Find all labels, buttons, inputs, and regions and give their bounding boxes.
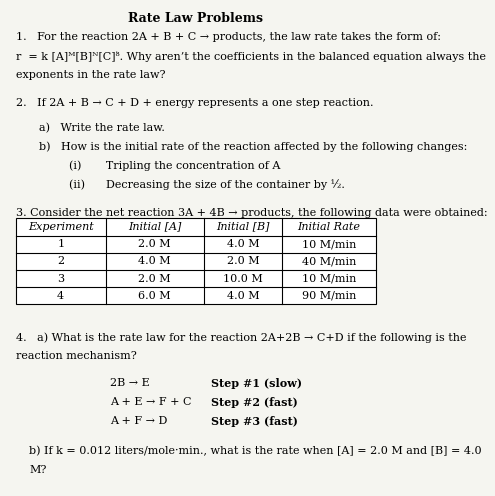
Text: 4.0 M: 4.0 M	[139, 256, 171, 266]
Text: (i)       Tripling the concentration of A: (i) Tripling the concentration of A	[68, 160, 280, 171]
Text: Initial [B]: Initial [B]	[216, 222, 270, 232]
Text: 4.   a) What is the rate law for the reaction 2A+2B → C+D if the following is th: 4. a) What is the rate law for the react…	[16, 333, 466, 343]
Text: 3: 3	[57, 274, 64, 284]
Text: 6.0 M: 6.0 M	[139, 291, 171, 301]
Text: 10 M/min: 10 M/min	[302, 274, 356, 284]
Bar	[16, 218, 376, 305]
Text: A + F → D: A + F → D	[110, 416, 167, 426]
Text: 2.   If 2A + B → C + D + energy represents a one step reaction.: 2. If 2A + B → C + D + energy represents…	[16, 98, 373, 108]
Text: 40 M/min: 40 M/min	[302, 256, 356, 266]
Text: a)   Write the rate law.: a) Write the rate law.	[39, 123, 165, 133]
Text: (ii)      Decreasing the size of the container by ½.: (ii) Decreasing the size of the containe…	[68, 179, 345, 190]
Text: 90 M/min: 90 M/min	[302, 291, 356, 301]
Text: 4.0 M: 4.0 M	[227, 291, 259, 301]
Text: Step #1 (slow): Step #1 (slow)	[211, 378, 302, 389]
Text: 4: 4	[57, 291, 64, 301]
Text: Initial Rate: Initial Rate	[297, 222, 360, 232]
Text: 2.0 M: 2.0 M	[139, 240, 171, 249]
Text: 10 M/min: 10 M/min	[302, 240, 356, 249]
Text: 2.0 M: 2.0 M	[227, 256, 259, 266]
Text: A + E → F + C: A + E → F + C	[110, 397, 191, 407]
Text: 1: 1	[57, 240, 64, 249]
Text: exponents in the rate law?: exponents in the rate law?	[16, 70, 165, 80]
Text: Initial [A]: Initial [A]	[128, 222, 181, 232]
Text: 1.   For the reaction 2A + B + C → products, the law rate takes the form of:: 1. For the reaction 2A + B + C → product…	[16, 32, 441, 42]
Text: b) If k = 0.012 liters/mole·min., what is the rate when [A] = 2.0 M and [B] = 4.: b) If k = 0.012 liters/mole·min., what i…	[29, 446, 482, 456]
Text: b)   How is the initial rate of the reaction affected by the following changes:: b) How is the initial rate of the reacti…	[39, 141, 468, 152]
Text: 10.0 M: 10.0 M	[223, 274, 263, 284]
Text: 3. Consider the net reaction 3A + 4B → products, the following data were obtaine: 3. Consider the net reaction 3A + 4B → p…	[16, 207, 487, 218]
Text: Step #3 (fast): Step #3 (fast)	[211, 416, 298, 427]
Text: reaction mechanism?: reaction mechanism?	[16, 352, 137, 362]
Text: Step #2 (fast): Step #2 (fast)	[211, 397, 298, 408]
Text: r  = k [A]ᴹ[B]ᴺ[C]ᴽ. Why aren’t the coefficients in the balanced equation always: r = k [A]ᴹ[B]ᴺ[C]ᴽ. Why aren’t the coeff…	[16, 51, 486, 62]
Text: 2B → E: 2B → E	[110, 378, 149, 388]
Text: Rate Law Problems: Rate Law Problems	[128, 12, 263, 25]
Text: 2: 2	[57, 256, 64, 266]
Text: Experiment: Experiment	[28, 222, 94, 232]
Text: M?: M?	[29, 465, 47, 475]
Text: 2.0 M: 2.0 M	[139, 274, 171, 284]
Text: 4.0 M: 4.0 M	[227, 240, 259, 249]
